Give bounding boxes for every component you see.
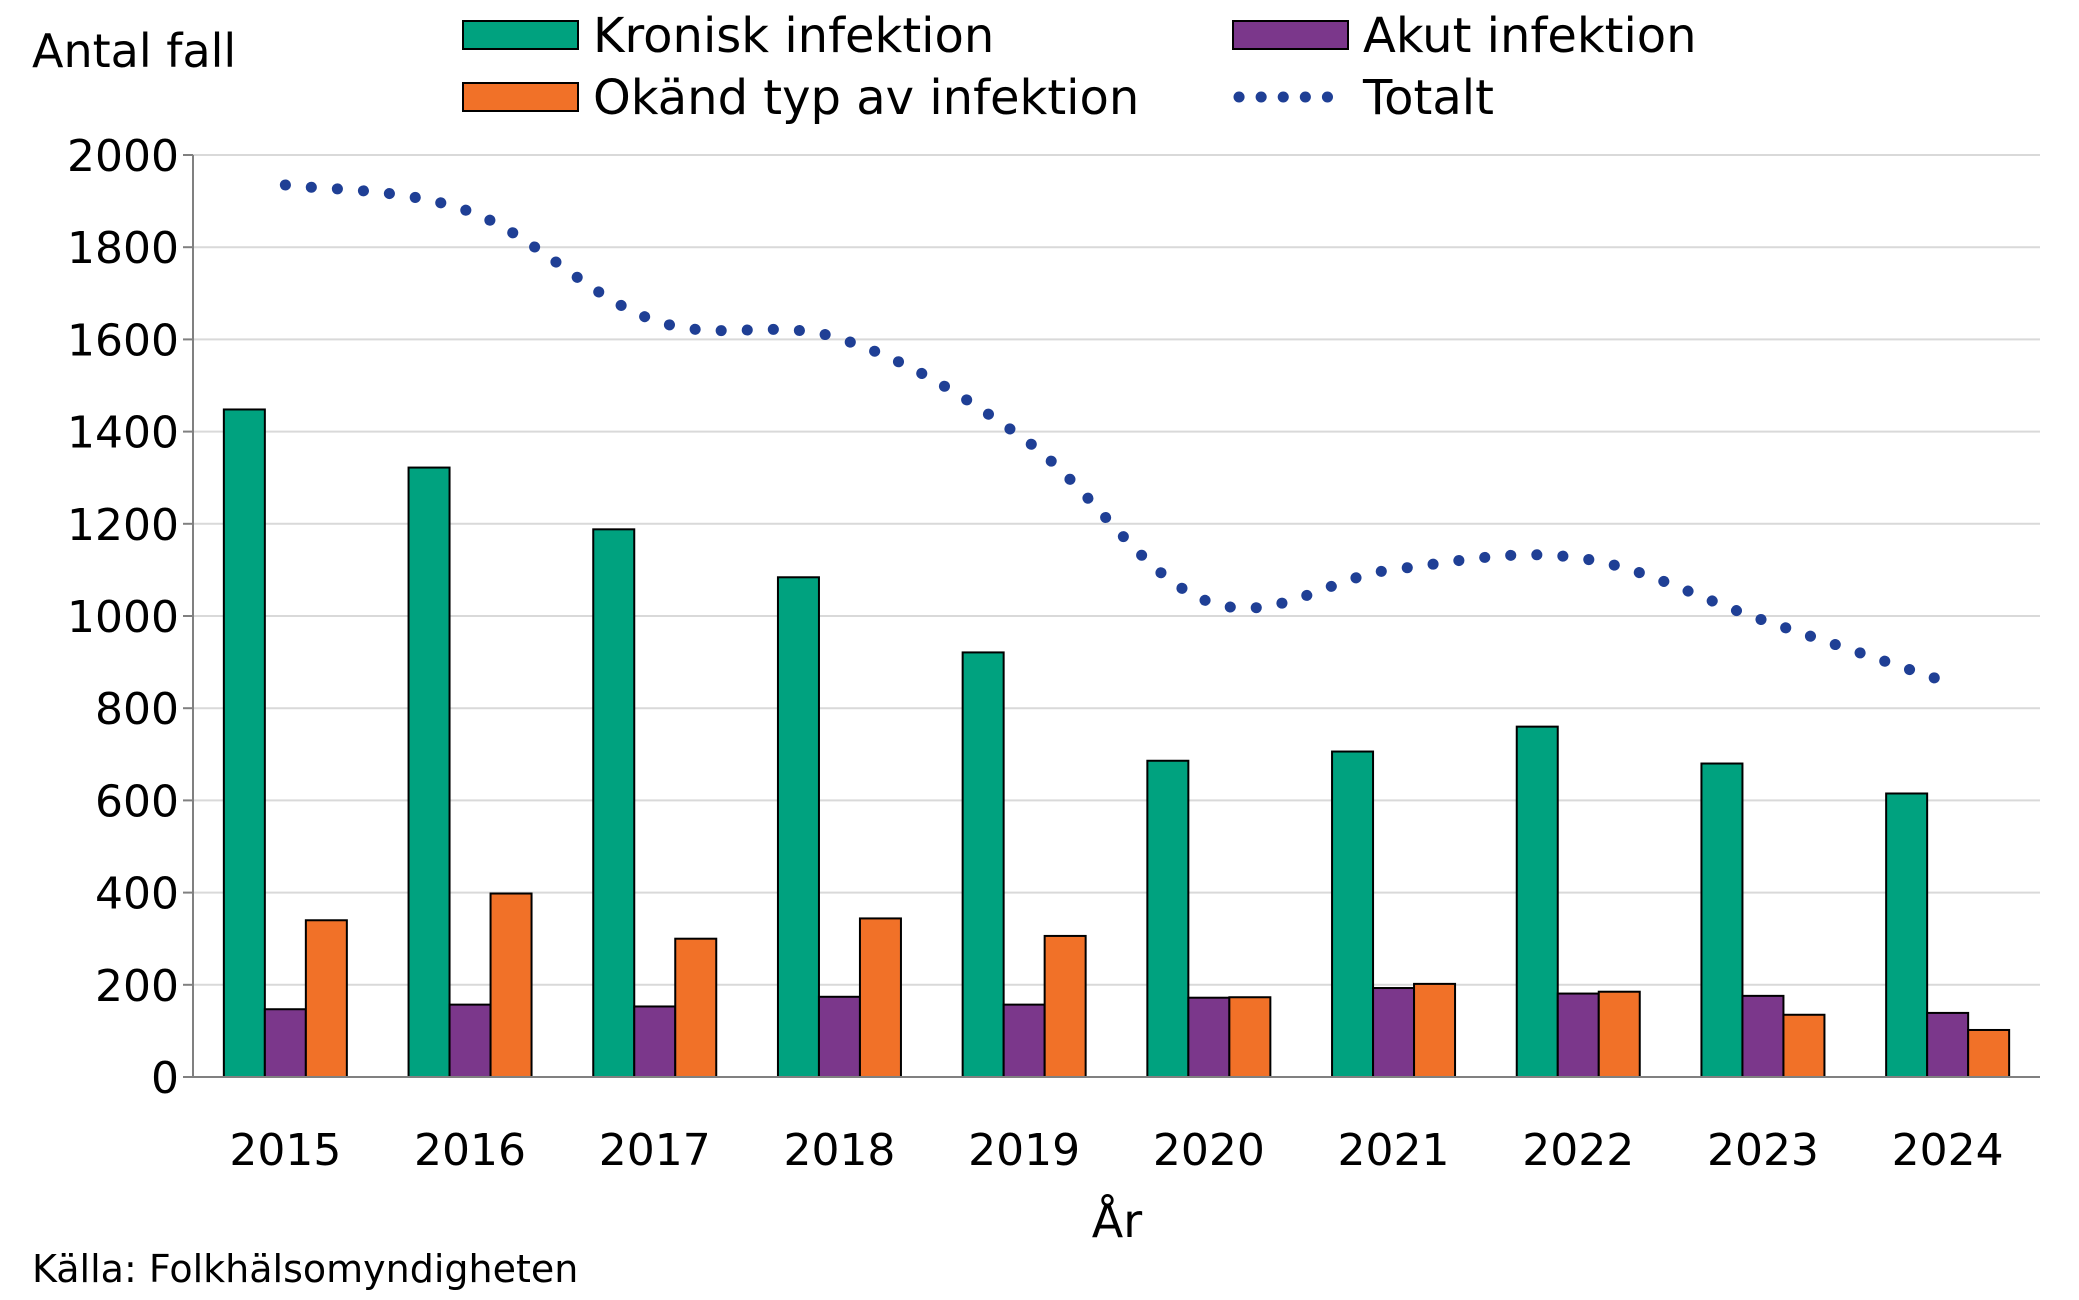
bar-kronisk-infektion-2018 xyxy=(776,576,820,1078)
x-axis-label: År xyxy=(1092,1194,1142,1248)
y-tick-labels: 0 200 400 600 800 1000 1200 1400 1600 1800 2000 xyxy=(67,131,179,1104)
y-tick-label: 200 xyxy=(95,961,179,1012)
x-tick-label: 2015 xyxy=(229,1125,341,1176)
bar-ok-nd-typ-av-infektion-2017 xyxy=(674,937,718,1079)
x-tick-labels: 2015 2016 2017 2018 2019 2020 2021 2022 2023 2024 xyxy=(229,1125,2003,1176)
total-line xyxy=(279,179,1954,688)
bar-kronisk-infektion-2015 xyxy=(222,408,266,1078)
bar-ok-nd-typ-av-infektion-2015 xyxy=(304,919,348,1079)
source-note: Källa: Folkhälsomyndigheten xyxy=(32,1247,578,1291)
bar-ok-nd-typ-av-infektion-2024 xyxy=(1967,1028,2011,1079)
bar-ok-nd-typ-av-infektion-2019 xyxy=(1043,934,1087,1079)
bar-ok-nd-typ-av-infektion-2018 xyxy=(858,917,902,1079)
y-axis-label: Antal fall xyxy=(32,24,236,78)
bar-akut-infektion-2015 xyxy=(263,1008,307,1078)
x-tick-label: 2020 xyxy=(1153,1125,1265,1176)
bar-akut-infektion-2017 xyxy=(633,1005,677,1078)
legend-label-ok-nd-typ-av-infektion: Okänd typ av infektion xyxy=(593,70,1139,126)
y-tick-label: 2000 xyxy=(67,131,179,182)
x-tick-label: 2018 xyxy=(783,1125,895,1176)
bar-kronisk-infektion-2016 xyxy=(407,466,451,1079)
bar-akut-infektion-2024 xyxy=(1926,1011,1970,1079)
x-tick-label: 2023 xyxy=(1707,1125,1819,1176)
y-tick-label: 1400 xyxy=(67,408,179,459)
axes xyxy=(192,155,2040,1078)
legend-label-totalt: Totalt xyxy=(1362,70,1494,126)
bars xyxy=(222,408,2011,1079)
bar-kronisk-infektion-2022 xyxy=(1515,725,1559,1078)
y-tick-label: 600 xyxy=(95,776,179,827)
bar-akut-infektion-2020 xyxy=(1187,996,1231,1079)
x-tick-label: 2024 xyxy=(1892,1125,2004,1176)
y-tick-label: 400 xyxy=(95,869,179,920)
legend-swatch-kronisk-infektion xyxy=(462,20,579,50)
bar-ok-nd-typ-av-infektion-2022 xyxy=(1597,990,1641,1079)
bar-ok-nd-typ-av-infektion-2016 xyxy=(489,892,533,1078)
y-tick-label: 1600 xyxy=(67,315,179,366)
y-tick-label: 1200 xyxy=(67,500,179,551)
bar-ok-nd-typ-av-infektion-2021 xyxy=(1413,982,1457,1078)
bar-kronisk-infektion-2021 xyxy=(1331,750,1375,1078)
bar-akut-infektion-2018 xyxy=(817,995,861,1079)
legend: Kronisk infektion Akut infektion Okänd typ… xyxy=(462,8,1697,126)
y-tick-label: 0 xyxy=(151,1053,179,1104)
bar-kronisk-infektion-2023 xyxy=(1700,762,1744,1079)
bar-kronisk-infektion-2019 xyxy=(961,651,1005,1078)
bar-akut-infektion-2019 xyxy=(1002,1003,1046,1078)
bar-kronisk-infektion-2017 xyxy=(592,528,636,1078)
bar-ok-nd-typ-av-infektion-2023 xyxy=(1782,1013,1826,1079)
bar-akut-infektion-2022 xyxy=(1556,992,1600,1079)
x-tick-label: 2019 xyxy=(968,1125,1080,1176)
y-tick-label: 1000 xyxy=(67,592,179,643)
bar-kronisk-infektion-2020 xyxy=(1146,759,1190,1079)
bar-kronisk-infektion-2024 xyxy=(1885,792,1929,1078)
legend-swatch-akut-infektion xyxy=(1232,20,1349,50)
legend-swatch-ok-nd-typ-av-infektion xyxy=(462,82,579,112)
x-tick-label: 2017 xyxy=(599,1125,711,1176)
y-tick-label: 800 xyxy=(95,684,179,735)
bar-akut-infektion-2023 xyxy=(1741,994,1785,1079)
bar-akut-infektion-2016 xyxy=(448,1003,492,1078)
x-tick-label: 2016 xyxy=(414,1125,526,1176)
x-tick-label: 2022 xyxy=(1522,1125,1634,1176)
x-tick-label: 2021 xyxy=(1338,1125,1450,1176)
line-totalt xyxy=(279,179,1954,688)
legend-label-kronisk-infektion: Kronisk infektion xyxy=(593,8,994,64)
legend-label-akut-infektion: Akut infektion xyxy=(1363,8,1697,64)
bar-akut-infektion-2021 xyxy=(1372,987,1416,1078)
y-tick-label: 1800 xyxy=(67,223,179,274)
bar-ok-nd-typ-av-infektion-2020 xyxy=(1228,996,1272,1079)
